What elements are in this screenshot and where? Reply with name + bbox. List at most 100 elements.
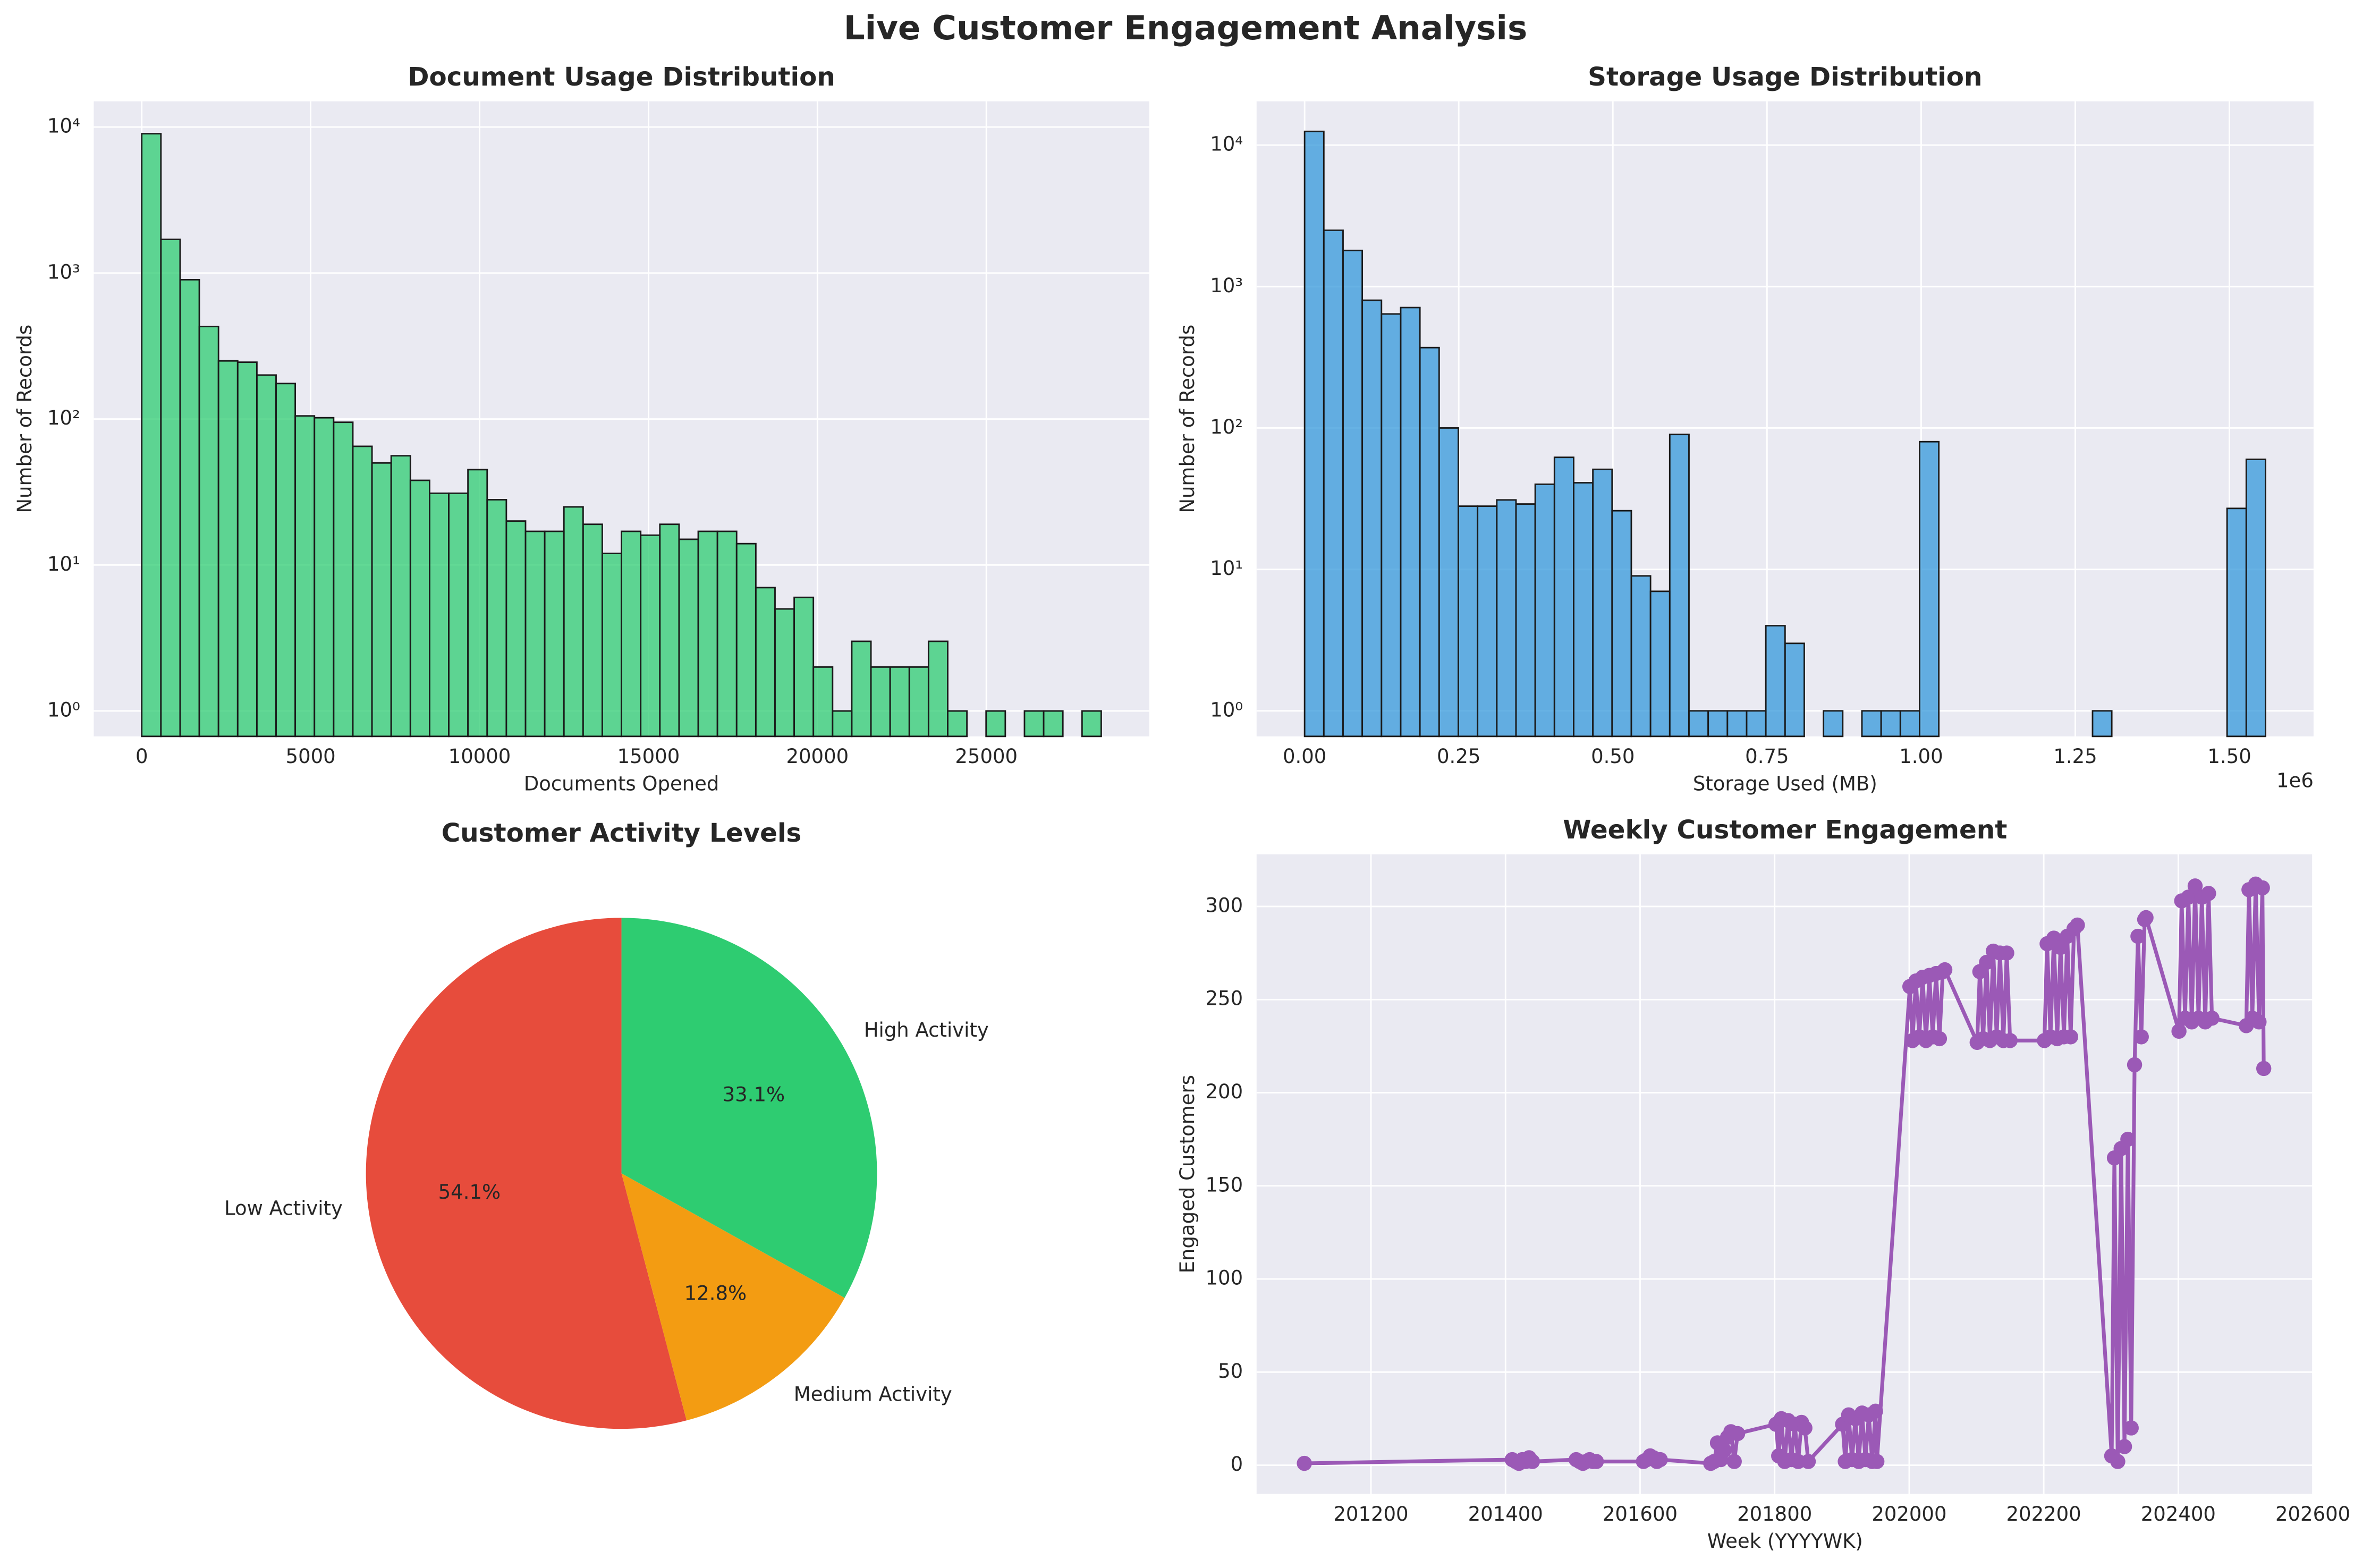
bar — [927, 640, 949, 738]
bar — [640, 534, 661, 738]
y-tick-label: 10¹ — [1210, 557, 1243, 580]
bar — [947, 710, 968, 738]
bar — [1553, 456, 1574, 738]
y-tick-label: 100 — [1206, 1267, 1243, 1290]
y-tick-label: 10⁴ — [1210, 133, 1243, 156]
bar — [659, 523, 680, 738]
bar — [1400, 307, 1421, 738]
x-tick-label: 0 — [136, 745, 148, 768]
y-tick-label: 300 — [1206, 894, 1243, 917]
bar — [524, 530, 546, 738]
x-tick-label: 202600 — [2275, 1503, 2350, 1525]
point — [2171, 1023, 2187, 1039]
pie-slice — [621, 918, 877, 1298]
bar — [1649, 590, 1671, 738]
bar — [1458, 505, 1479, 738]
point — [1726, 1454, 1742, 1469]
point — [2256, 1061, 2272, 1077]
point — [1999, 945, 2014, 961]
point — [2133, 1029, 2149, 1045]
point — [1868, 1403, 1883, 1419]
bar — [333, 421, 354, 738]
pie-percent: 12.8% — [684, 1282, 747, 1305]
x-axis-label: Storage Used (MB) — [1693, 772, 1877, 795]
chart-title: Document Usage Distribution — [408, 62, 835, 92]
bar — [1611, 510, 1632, 738]
y-tick-label: 10⁰ — [47, 699, 80, 722]
pie-slice — [621, 1173, 845, 1421]
bar — [198, 326, 219, 738]
bar — [275, 383, 297, 738]
point — [2002, 1033, 2018, 1048]
bar — [2245, 459, 2266, 738]
x-tick-label: 1.50 — [2207, 745, 2251, 768]
x-tick-label: 202400 — [2141, 1503, 2216, 1525]
y-axis-label: Engaged Customers — [1176, 1075, 1199, 1273]
point — [1869, 1454, 1885, 1469]
point — [2120, 1131, 2136, 1147]
bar — [2091, 710, 2113, 738]
point — [1797, 1420, 1813, 1436]
x-tick-label: 201200 — [1333, 1503, 1408, 1525]
bar — [314, 417, 335, 738]
bar — [793, 596, 815, 738]
bar — [544, 530, 565, 738]
point — [1800, 1454, 1816, 1469]
y-tick-label: 200 — [1206, 1080, 1243, 1103]
bar — [160, 239, 181, 738]
y-tick-label: 10¹ — [47, 553, 80, 575]
point — [1730, 1426, 1746, 1442]
bar — [1861, 710, 1882, 738]
pie-slice — [366, 918, 687, 1429]
chart-title: Weekly Customer Engagement — [1563, 815, 2007, 845]
bar — [429, 492, 450, 738]
bar — [1707, 710, 1729, 738]
point — [2053, 939, 2069, 955]
x-tick-label: 201800 — [1737, 1503, 1812, 1525]
y-axis-label: Number of Records — [1176, 325, 1199, 513]
y-tick-label: 10³ — [1210, 274, 1243, 297]
x-tick-label: 0.50 — [1591, 745, 1635, 768]
bar — [1688, 710, 1709, 738]
bar — [774, 608, 795, 738]
point — [2181, 889, 2196, 905]
bar — [1630, 575, 1652, 738]
point — [2070, 917, 2085, 933]
bar — [256, 374, 277, 738]
bar — [486, 499, 507, 738]
point — [1297, 1455, 1312, 1471]
bar — [697, 530, 718, 738]
bar — [602, 553, 622, 738]
x-axis-label: Documents Opened — [524, 772, 719, 795]
x-tick-label: 20000 — [786, 745, 849, 768]
y-tick-label: 10⁰ — [1210, 698, 1243, 721]
bar — [985, 710, 1006, 738]
point — [2204, 1011, 2220, 1026]
bar — [812, 666, 834, 738]
bar — [179, 278, 200, 738]
bar — [870, 666, 891, 738]
bar — [755, 587, 776, 738]
point — [2187, 878, 2203, 894]
bar — [1438, 427, 1459, 738]
point — [2201, 886, 2216, 901]
bar — [236, 361, 258, 738]
bar — [1419, 346, 1440, 738]
bar — [2226, 507, 2247, 738]
bar — [716, 530, 738, 738]
bar — [621, 530, 642, 738]
bar — [1592, 468, 1613, 738]
point — [2130, 928, 2146, 944]
point — [2063, 1029, 2079, 1045]
point — [1979, 954, 1994, 970]
x-tick-label: 1.00 — [1899, 745, 1943, 768]
y-tick-label: 10² — [47, 406, 80, 429]
point — [1716, 1443, 1732, 1458]
x-tick-label: 1.25 — [2053, 745, 2097, 768]
bar — [352, 445, 373, 738]
bar — [1381, 313, 1402, 738]
bar — [1823, 710, 1844, 738]
bar — [678, 538, 699, 738]
bar — [1303, 130, 1325, 738]
